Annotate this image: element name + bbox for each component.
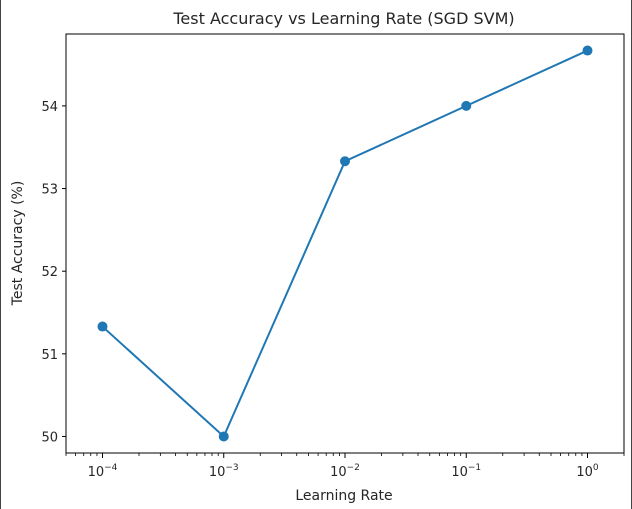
data-point [218, 431, 229, 442]
x-tick-exponent: −4 [104, 463, 118, 473]
x-tick-label: 10−1 [451, 463, 481, 480]
x-tick-exponent: −2 [347, 463, 360, 473]
series-line [101, 49, 588, 439]
x-tick-exponent: −3 [225, 463, 238, 473]
x-tick-base: 10 [330, 465, 347, 480]
x-tick-base: 10 [451, 465, 468, 480]
x-axis-label: Learning Rate [295, 488, 392, 504]
x-axis-ticks: 10−4 10−3 10−2 10−1 100 [65, 453, 625, 480]
x-tick-exponent: −1 [468, 463, 481, 473]
y-tick-label: 54 [41, 100, 58, 115]
x-tick-base: 10 [576, 465, 593, 480]
y-tick-label: 53 [41, 183, 58, 198]
y-tick-label: 51 [41, 348, 58, 363]
series-group [97, 45, 593, 442]
x-tick-label: 100 [576, 463, 599, 480]
x-tick-label: 10−3 [209, 463, 239, 480]
y-axis-ticks: 50 51 52 53 54 [41, 100, 66, 445]
y-tick-label: 52 [41, 265, 58, 280]
x-tick-base: 10 [209, 465, 226, 480]
chart-title: Test Accuracy vs Learning Rate (SGD SVM) [172, 9, 514, 28]
y-axis-label: Test Accuracy (%) [10, 181, 26, 307]
y-tick-label: 50 [41, 430, 58, 445]
data-point [582, 45, 593, 56]
plot-area [65, 33, 625, 454]
data-point [340, 156, 350, 167]
x-tick-label: 10−2 [330, 463, 360, 480]
x-tick-exponent: 0 [593, 463, 599, 473]
x-tick-base: 10 [88, 465, 105, 480]
data-point [461, 100, 472, 111]
data-point [97, 321, 108, 332]
x-tick-label: 10−4 [88, 463, 118, 480]
